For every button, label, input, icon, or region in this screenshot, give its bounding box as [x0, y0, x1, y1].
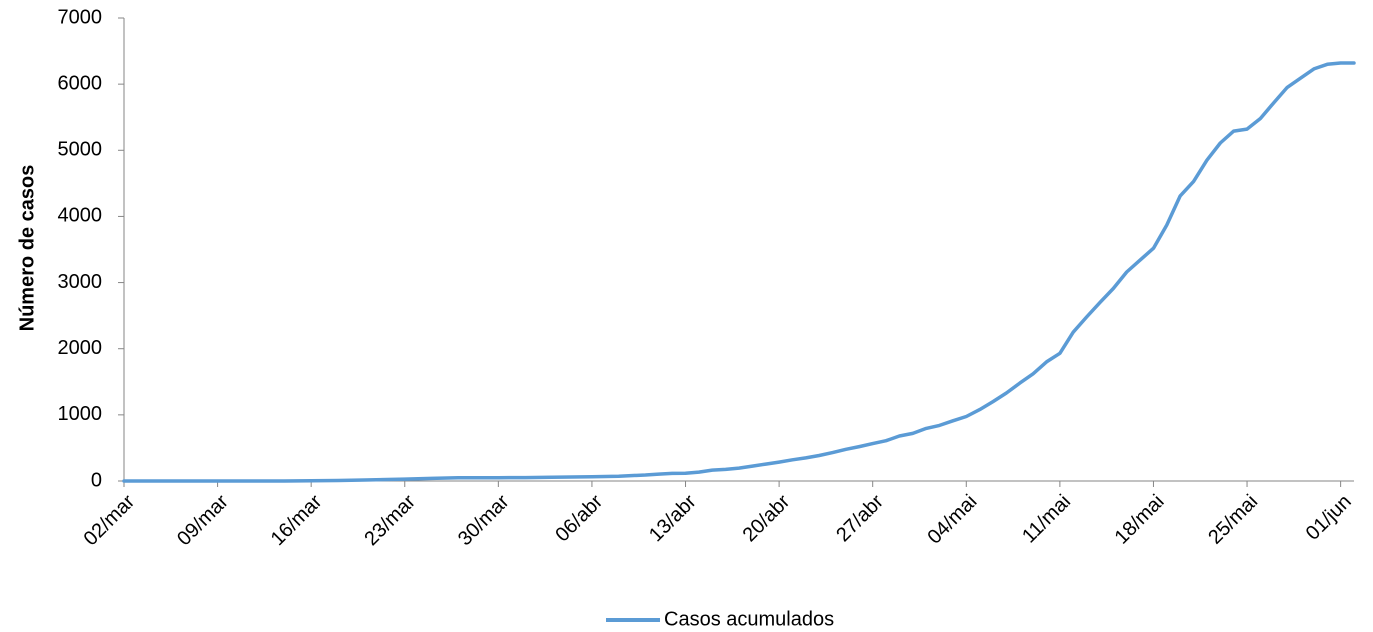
x-axis: 02/mar 09/mar 16/mar 23/mar 30/mar 06/abr 13/a…	[80, 480, 1356, 550]
x-tick-label: 18/mai	[1111, 491, 1169, 549]
y-tick-label: 0	[91, 469, 102, 491]
y-axis-title: Número de casos	[16, 165, 38, 332]
plot-area	[122, 61, 1356, 483]
y-tick-label: 3000	[58, 271, 103, 293]
legend: Casos acumulados	[606, 608, 834, 630]
y-tick-label: 1000	[58, 403, 103, 425]
legend-label: Casos acumulados	[664, 608, 834, 630]
x-tick-label: 13/abr	[645, 490, 701, 546]
x-tick-label: 30/mar	[454, 490, 514, 550]
x-tick-label: 06/abr	[551, 490, 607, 546]
y-tick-label: 5000	[58, 139, 103, 161]
series-line-casos-acumulados	[122, 61, 1356, 483]
x-tick-label: 16/mar	[267, 490, 327, 550]
y-tick-label: 6000	[58, 72, 103, 94]
x-tick-label: 25/mai	[1204, 491, 1262, 549]
x-tick-label: 04/mai	[923, 491, 981, 549]
x-tick-label: 23/mar	[360, 490, 420, 550]
x-tick-label: 27/abr	[832, 490, 888, 546]
y-tick-label: 7000	[58, 6, 103, 28]
x-tick-label: 01/jun	[1302, 491, 1356, 545]
x-tick-label: 09/mar	[173, 490, 233, 550]
x-tick-label: 11/mai	[1018, 491, 1075, 548]
y-tick-label: 4000	[58, 205, 103, 227]
y-tick-label: 2000	[58, 337, 103, 359]
x-tick-label: 20/abr	[739, 490, 795, 546]
y-axis: 0 1000 2000 3000 4000 5000 6000 7000	[58, 6, 125, 491]
x-tick-label: 02/mar	[80, 490, 140, 550]
